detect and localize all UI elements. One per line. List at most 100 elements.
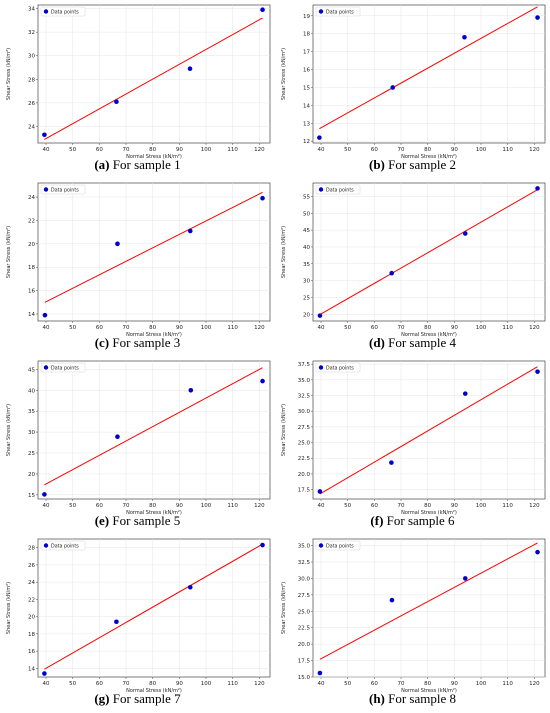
y-tick-label: 17	[303, 50, 310, 56]
legend-marker	[318, 9, 324, 14]
caption-text: For sample 5	[109, 513, 181, 528]
data-point	[317, 313, 323, 318]
y-tick-label: 35.0	[298, 378, 311, 384]
legend-label: Data points	[326, 365, 354, 371]
y-tick-label: 25	[28, 451, 35, 457]
y-tick-label: 45	[28, 367, 35, 373]
data-point	[462, 231, 468, 236]
legend-label: Data points	[326, 187, 354, 193]
x-tick-label: 80	[149, 681, 156, 687]
x-axis-label: Normal Stress (kN/m²)	[401, 510, 457, 516]
x-tick-label: 110	[502, 147, 513, 153]
y-tick-label: 18	[28, 265, 35, 271]
scatter-chart: 40 50 60 70 80 90 100 110 120 24 26 28 30 32 34 Data po…	[6, 4, 271, 160]
y-tick-label: 25.0	[298, 609, 311, 615]
scatter-chart: 40 50 60 70 80 90 100 110 120 12 13 14 15 16 17 18 19 Dat…	[281, 4, 546, 160]
chart-panel: 40 50 60 70 80 90 100 110 120 14 16 18 20 22 24 26 28 Dat…	[0, 534, 275, 712]
y-tick-label: 27.5	[298, 593, 311, 599]
legend-box	[40, 362, 86, 373]
caption-text: For sample 8	[384, 691, 457, 706]
data-point	[260, 7, 265, 13]
legend-box	[40, 184, 86, 195]
plot-area	[37, 4, 271, 144]
legend-marker	[43, 187, 49, 192]
y-tick-label: 12	[303, 139, 310, 145]
x-axis-label: Normal Stress (kN/m²)	[126, 332, 182, 338]
y-tick-label: 20.0	[298, 642, 311, 648]
x-tick-label: 40	[318, 503, 325, 509]
y-tick-label: 35.0	[298, 544, 311, 550]
caption-letter: (c)	[94, 335, 110, 350]
data-point	[42, 492, 47, 497]
y-tick-label: 18	[28, 632, 35, 638]
x-tick-label: 50	[344, 681, 351, 687]
x-tick-label: 70	[398, 681, 405, 687]
x-tick-label: 70	[123, 325, 130, 331]
y-tick-label: 25	[303, 295, 310, 301]
legend-box	[40, 6, 86, 17]
y-axis-label: Shear Stress (kN/m²)	[6, 226, 12, 278]
data-point	[390, 85, 396, 90]
y-tick-label: 13	[303, 121, 310, 127]
x-tick-label: 70	[123, 147, 130, 153]
regression-line	[44, 191, 263, 303]
data-point	[42, 132, 47, 138]
data-point	[317, 489, 323, 494]
y-tick-label: 40	[303, 245, 310, 251]
data-point	[188, 387, 194, 393]
y-tick-label: 15.0	[298, 675, 311, 681]
x-tick-label: 90	[176, 147, 183, 153]
caption-letter: (g)	[94, 691, 110, 706]
x-tick-label: 120	[529, 325, 540, 331]
plot-area	[312, 4, 546, 144]
caption-text: For sample 3	[109, 335, 181, 350]
x-tick-label: 120	[529, 681, 540, 687]
figure-caption: (b) For sample 2	[275, 157, 550, 173]
caption-text: For sample 2	[384, 157, 457, 172]
x-axis-label: Normal Stress (kN/m²)	[401, 154, 457, 160]
data-point	[389, 270, 394, 276]
y-tick-label: 30	[28, 430, 35, 436]
x-tick-label: 40	[318, 681, 325, 687]
x-tick-label: 100	[476, 681, 487, 687]
data-point	[462, 391, 468, 396]
y-tick-label: 14	[28, 312, 35, 318]
data-point	[114, 99, 119, 105]
regression-line	[44, 17, 263, 140]
y-axis-label: Shear Stress (kN/m²)	[6, 404, 12, 456]
x-tick-label: 80	[424, 503, 431, 509]
y-tick-label: 24	[28, 124, 35, 130]
chart-panel: 40 50 60 70 80 90 100 110 120 17.5 20.0 22.5 25.0 27.…	[275, 356, 550, 534]
scatter-chart: 40 50 60 70 80 90 100 110 120 20 25 30 35 40 45 50 55 Dat…	[281, 182, 546, 338]
figure-caption: (d) For sample 4	[275, 335, 550, 351]
y-tick-label: 20	[28, 472, 35, 478]
figure-caption: (a) For sample 1	[0, 157, 275, 173]
x-tick-label: 40	[43, 147, 50, 153]
regression-line	[319, 366, 538, 495]
y-tick-label: 25.0	[298, 441, 311, 447]
x-tick-label: 60	[371, 681, 378, 687]
x-tick-label: 120	[254, 681, 265, 687]
scatter-chart: 40 50 60 70 80 90 100 110 120 15 20 25 30 35 40 45 Data …	[6, 360, 271, 516]
x-tick-label: 80	[149, 325, 156, 331]
data-point	[535, 186, 540, 191]
x-tick-label: 60	[371, 147, 378, 153]
data-point	[535, 549, 540, 555]
x-axis-label: Normal Stress (kN/m²)	[401, 688, 457, 694]
x-tick-label: 90	[451, 503, 458, 509]
x-tick-label: 60	[96, 147, 103, 153]
y-tick-label: 22.5	[298, 626, 311, 632]
legend-label: Data points	[326, 543, 354, 549]
figure-caption: (e) For sample 5	[0, 513, 275, 529]
x-tick-label: 120	[529, 503, 540, 509]
x-axis-label: Normal Stress (kN/m²)	[401, 332, 457, 338]
x-tick-label: 60	[96, 325, 103, 331]
x-tick-label: 70	[398, 147, 405, 153]
x-tick-label: 110	[227, 681, 238, 687]
data-point	[535, 369, 540, 374]
scatter-chart: 40 50 60 70 80 90 100 110 120 15.0 17.5 20.0 22.5 25.…	[281, 538, 546, 694]
y-tick-label: 22	[28, 218, 35, 224]
data-point	[260, 195, 265, 201]
y-tick-label: 30	[303, 279, 310, 285]
